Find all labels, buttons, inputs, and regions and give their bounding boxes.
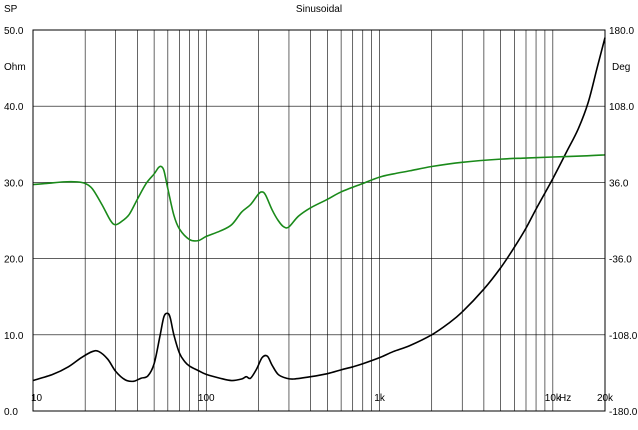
y-left-tick-label: 30.0 [4, 178, 24, 189]
x-tick-label: 1k [374, 393, 386, 404]
y-right-tick-label: -108.0 [609, 331, 638, 342]
corner-label: SP [4, 4, 18, 15]
y-right-tick-label: 108.0 [609, 102, 634, 113]
y-left-tick-label: 10.0 [4, 331, 24, 342]
left-unit-label: Ohm [4, 62, 26, 73]
plot-frame [32, 29, 606, 412]
y-right-tick-label: 36.0 [609, 178, 629, 189]
x-tick-label: 20k [597, 393, 614, 404]
y-right-tick-label: -36.0 [609, 255, 632, 266]
y-left-tick-label: 50.0 [4, 26, 24, 37]
y-left-tick-label: 20.0 [4, 255, 24, 266]
chart-title: Sinusoidal [296, 4, 342, 15]
y-left-tick-label: 0.0 [4, 407, 18, 418]
x-unit-label: Hz [559, 393, 571, 404]
y-right-tick-label: -180.0 [609, 407, 638, 418]
y-left-tick-label: 40.0 [4, 102, 24, 113]
label-layer: SP Sinusoidal Ohm Deg Hz 0.0 10.0 20.0 30.0… [4, 4, 638, 418]
right-unit-label: Deg [612, 62, 630, 73]
y-right-tick-label: 180.0 [609, 26, 634, 37]
x-tick-label: 10 [31, 393, 43, 404]
phase-series-line [32, 154, 606, 242]
series-layer [32, 37, 606, 383]
impedance-series-line [32, 37, 606, 383]
x-tick-label: 10k [545, 393, 562, 404]
x-tick-label: 100 [198, 393, 215, 404]
grid-layer [33, 29, 606, 412]
